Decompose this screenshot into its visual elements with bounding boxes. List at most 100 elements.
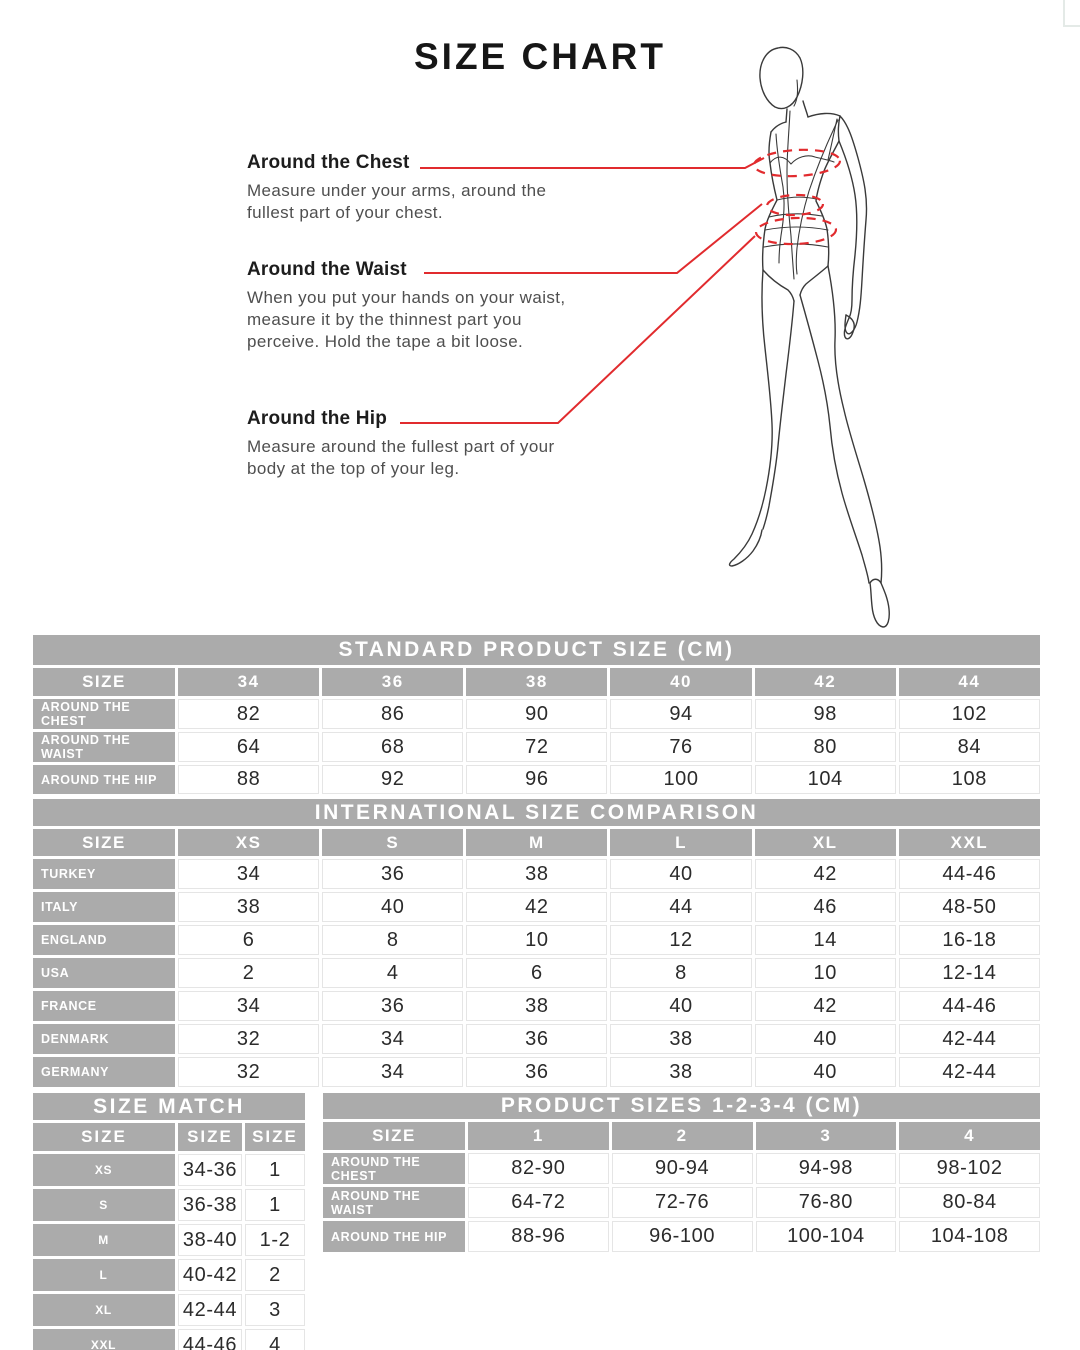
table-cell: 46: [754, 892, 896, 922]
table-cell: 12-14: [898, 958, 1040, 988]
table-cell: 40: [754, 1024, 896, 1054]
international-size-comparison-table: INTERNATIONAL SIZE COMPARISON SIZE XS S M L XL…: [30, 796, 1043, 1090]
table-cell: 34: [322, 1057, 464, 1087]
table-cell: 76: [610, 732, 752, 762]
annotation-hip-body: Measure around the fullest part of your …: [247, 437, 555, 478]
table-row: AROUND THE HIP 88 92 96 100 104 108: [33, 765, 1040, 794]
croquis-jaw-line: [793, 79, 799, 107]
table-cell: 42: [466, 892, 608, 922]
table-title-row: SIZE MATCH: [33, 1093, 305, 1120]
table-cell: 94-98: [755, 1153, 897, 1184]
croquis-right-leg-inner: [799, 294, 870, 584]
column-header: SIZE: [245, 1123, 305, 1151]
croquis-left-leg-inner: [762, 300, 795, 530]
table-row: M 38-40 1-2: [33, 1224, 305, 1256]
table-cell: 90-94: [611, 1153, 753, 1184]
table-cell: 94: [610, 699, 752, 729]
column-header: SIZE: [33, 829, 175, 856]
row-label: USA: [33, 958, 175, 988]
table-cell: 68: [322, 732, 464, 762]
row-label: XS: [33, 1154, 175, 1186]
table-header-row: SIZE XS S M L XL XXL: [33, 829, 1040, 856]
table-row: TURKEY 34 36 38 40 42 44-46: [33, 859, 1040, 889]
croquis-right-foot: [869, 578, 890, 628]
table-title-row: STANDARD PRODUCT SIZE (CM): [33, 635, 1040, 665]
table-cell: 90: [466, 699, 608, 729]
table-cell: 82: [178, 699, 320, 729]
table-cell: 88: [178, 765, 320, 794]
row-label: DENMARK: [33, 1024, 175, 1054]
column-header: XL: [754, 829, 896, 856]
table-cell: 42-44: [178, 1294, 242, 1326]
size-match-table: SIZE MATCH SIZE SIZE SIZE XS 34-36 1 S 36-38 1 M 38…: [30, 1090, 308, 1350]
row-label: FRANCE: [33, 991, 175, 1021]
table-cell: 80: [754, 732, 896, 762]
table-row: S 36-38 1: [33, 1189, 305, 1221]
table-cell: 108: [898, 765, 1040, 794]
table-cell: 36: [466, 1057, 608, 1087]
size-table: STANDARD PRODUCT SIZE (CM) SIZE 34 36 38 40 42…: [30, 632, 1043, 797]
table-cell: 96-100: [611, 1221, 753, 1252]
table-cell: 80-84: [899, 1187, 1040, 1218]
table-cell: 42: [754, 859, 896, 889]
table-cell: 34: [178, 859, 320, 889]
table-header-row: SIZE SIZE SIZE: [33, 1123, 305, 1151]
table-cell: 1-2: [245, 1224, 305, 1256]
table-cell: 32: [178, 1057, 320, 1087]
table-cell: 44-46: [898, 991, 1040, 1021]
row-label: AROUND THE CHEST: [33, 699, 175, 729]
row-label: GERMANY: [33, 1057, 175, 1087]
croquis-left-leg: [728, 269, 773, 567]
table-cell: 82-90: [468, 1153, 609, 1184]
row-label: ENGLAND: [33, 925, 175, 955]
table-cell: 36: [322, 991, 464, 1021]
table-cell: 64-72: [468, 1187, 609, 1218]
row-label: S: [33, 1189, 175, 1221]
row-label: ITALY: [33, 892, 175, 922]
table-title-row: INTERNATIONAL SIZE COMPARISON: [33, 799, 1040, 826]
column-header: M: [466, 829, 608, 856]
table-cell: 64: [178, 732, 320, 762]
fashion-croquis-illustration: [728, 46, 890, 628]
croquis-torso-left: [761, 131, 778, 271]
table-row: L 40-42 2: [33, 1259, 305, 1291]
column-header: SIZE: [33, 668, 175, 696]
table-cell: 2: [245, 1259, 305, 1291]
table-cell: 72-76: [611, 1187, 753, 1218]
table-cell: 4: [322, 958, 464, 988]
table-row: AROUND THE WAIST 64-72 72-76 76-80 80-84: [323, 1187, 1040, 1218]
waist-measurement-ellipse: [765, 193, 825, 217]
column-header: 44: [898, 668, 1040, 696]
table-cell: 34-36: [178, 1154, 242, 1186]
table-cell: 1: [245, 1154, 305, 1186]
column-header: SIZE: [323, 1122, 465, 1150]
table-cell: 34: [322, 1024, 464, 1054]
table-cell: 44-46: [178, 1329, 242, 1350]
table-cell: 48-50: [898, 892, 1040, 922]
corner-artifact: [1063, 0, 1080, 27]
table-cell: 100-104: [755, 1221, 897, 1252]
table-cell: 44-46: [898, 859, 1040, 889]
table-title: INTERNATIONAL SIZE COMPARISON: [33, 799, 1040, 826]
row-label: L: [33, 1259, 175, 1291]
croquis-arm-outer: [839, 115, 868, 335]
table-cell: 34: [178, 991, 320, 1021]
size-table: SIZE MATCH SIZE SIZE SIZE XS 34-36 1 S 36-38 1 M 38…: [30, 1090, 308, 1350]
table-cell: 6: [178, 925, 320, 955]
table-cell: 10: [466, 925, 608, 955]
table-row: XS 34-36 1: [33, 1154, 305, 1186]
page-title: SIZE CHART: [414, 36, 666, 77]
table-title: SIZE MATCH: [33, 1093, 305, 1120]
column-header: SIZE: [33, 1123, 175, 1151]
annotation-chest-heading: Around the Chest: [247, 152, 410, 173]
table-cell: 42-44: [898, 1024, 1040, 1054]
table-cell: 38: [610, 1057, 752, 1087]
column-header: 2: [611, 1122, 753, 1150]
table-cell: 10: [754, 958, 896, 988]
table-row: AROUND THE WAIST 64 68 72 76 80 84: [33, 732, 1040, 762]
table-row: GERMANY 32 34 36 38 40 42-44: [33, 1057, 1040, 1087]
croquis-strap: [827, 118, 838, 161]
annotation-waist-body: When you put your hands on your waist, m…: [247, 288, 566, 351]
table-row: AROUND THE HIP 88-96 96-100 100-104 104-108: [323, 1221, 1040, 1252]
